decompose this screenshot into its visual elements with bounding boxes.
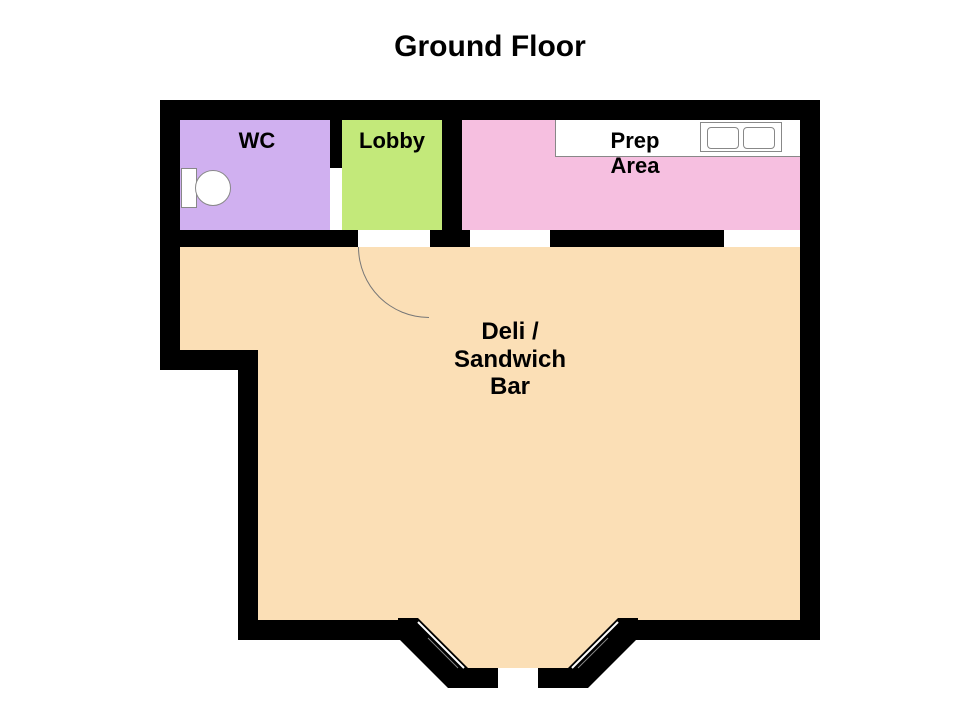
label-prep: Prep Area [580, 128, 690, 179]
wc-toilet-bowl [195, 170, 231, 206]
wall-left-upper [160, 100, 180, 352]
wall-right [800, 100, 820, 640]
label-lobby: Lobby [344, 128, 440, 153]
floorplan-canvas: Ground Floor [0, 0, 980, 712]
wall-inner-h-1 [180, 230, 358, 247]
plan-title: Ground Floor [0, 30, 980, 64]
wall-bottom-left [238, 620, 400, 640]
wall-top [160, 100, 820, 120]
prep-counter-leftline [555, 120, 556, 156]
bay-window [398, 618, 638, 690]
wall-inner-h-3 [550, 230, 724, 247]
wall-lobby-prep [442, 120, 462, 247]
label-wc: WC [222, 128, 292, 153]
label-main: Deli / Sandwich Bar [400, 318, 620, 401]
prep-sink [700, 122, 782, 152]
wall-left-lower [238, 350, 258, 640]
wall-bottom-right [636, 620, 820, 640]
wall-wc-lobby-top [330, 120, 342, 168]
